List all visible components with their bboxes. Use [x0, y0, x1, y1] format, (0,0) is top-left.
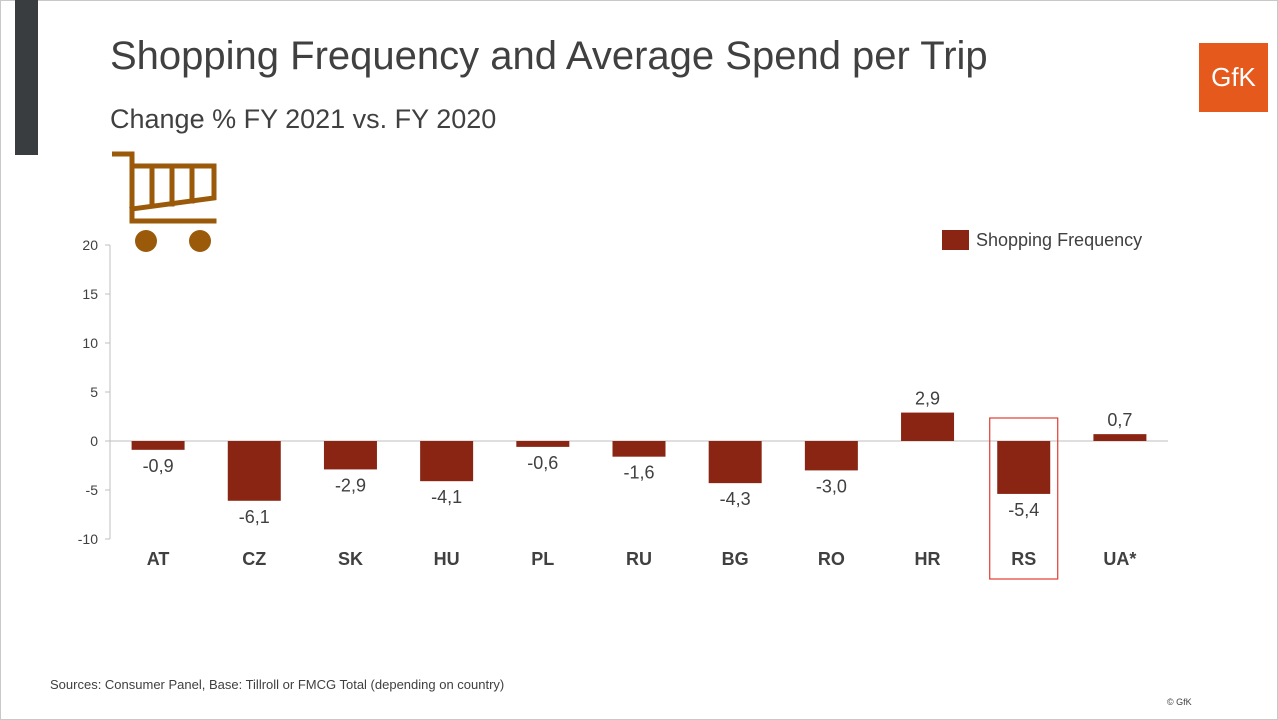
page-subtitle: Change % FY 2021 vs. FY 2020 [110, 104, 497, 134]
bar-at [131, 441, 185, 450]
data-label: -0,9 [143, 456, 174, 476]
y-tick-label: -10 [78, 531, 98, 547]
y-tick-label: 20 [82, 237, 98, 253]
logo-text: GfK [1211, 62, 1256, 92]
data-label: -4,3 [720, 489, 751, 509]
y-tick-label: 15 [82, 286, 98, 302]
bar-ro [804, 441, 858, 471]
category-label: BG [722, 549, 749, 569]
category-label: HU [434, 549, 460, 569]
bar-hu [420, 441, 474, 482]
legend-swatch [942, 230, 969, 250]
bar-ru [612, 441, 666, 457]
y-tick-label: 10 [82, 335, 98, 351]
data-label: 0,7 [1107, 410, 1132, 430]
category-label: SK [338, 549, 363, 569]
bar-ua [1093, 434, 1147, 441]
data-label: -3,0 [816, 476, 847, 496]
data-label: 2,9 [915, 389, 940, 409]
data-label: -4,1 [431, 487, 462, 507]
y-tick-label: 0 [90, 433, 98, 449]
category-label: RS [1011, 549, 1036, 569]
highlight-box [989, 417, 1059, 580]
page-title: Shopping Frequency and Average Spend per… [110, 34, 988, 78]
accent-bar [15, 0, 38, 155]
copyright-note: © GfK [1167, 697, 1192, 707]
category-label: AT [147, 549, 170, 569]
bar-hr [901, 412, 955, 441]
category-label: CZ [242, 549, 266, 569]
data-label: -1,6 [623, 463, 654, 483]
bar-bg [708, 441, 762, 484]
source-note: Sources: Consumer Panel, Base: Tillroll … [50, 677, 505, 692]
legend-label: Shopping Frequency [976, 230, 1142, 250]
bar-rs [997, 441, 1051, 494]
category-label: PL [531, 549, 554, 569]
bar-cz [227, 441, 281, 501]
data-label: -5,4 [1008, 500, 1039, 520]
bar-pl [516, 441, 570, 447]
shopping-cart-icon [112, 151, 217, 252]
y-tick-label: 5 [90, 384, 98, 400]
data-label: -2,9 [335, 475, 366, 495]
bar-sk [323, 441, 377, 470]
y-tick-label: -5 [86, 482, 99, 498]
data-label: -0,6 [527, 453, 558, 473]
category-label: UA* [1103, 549, 1136, 569]
category-label: RO [818, 549, 845, 569]
category-label: HR [915, 549, 941, 569]
gfk-logo: GfK [1199, 43, 1268, 112]
category-label: RU [626, 549, 652, 569]
data-label: -6,1 [239, 507, 270, 527]
